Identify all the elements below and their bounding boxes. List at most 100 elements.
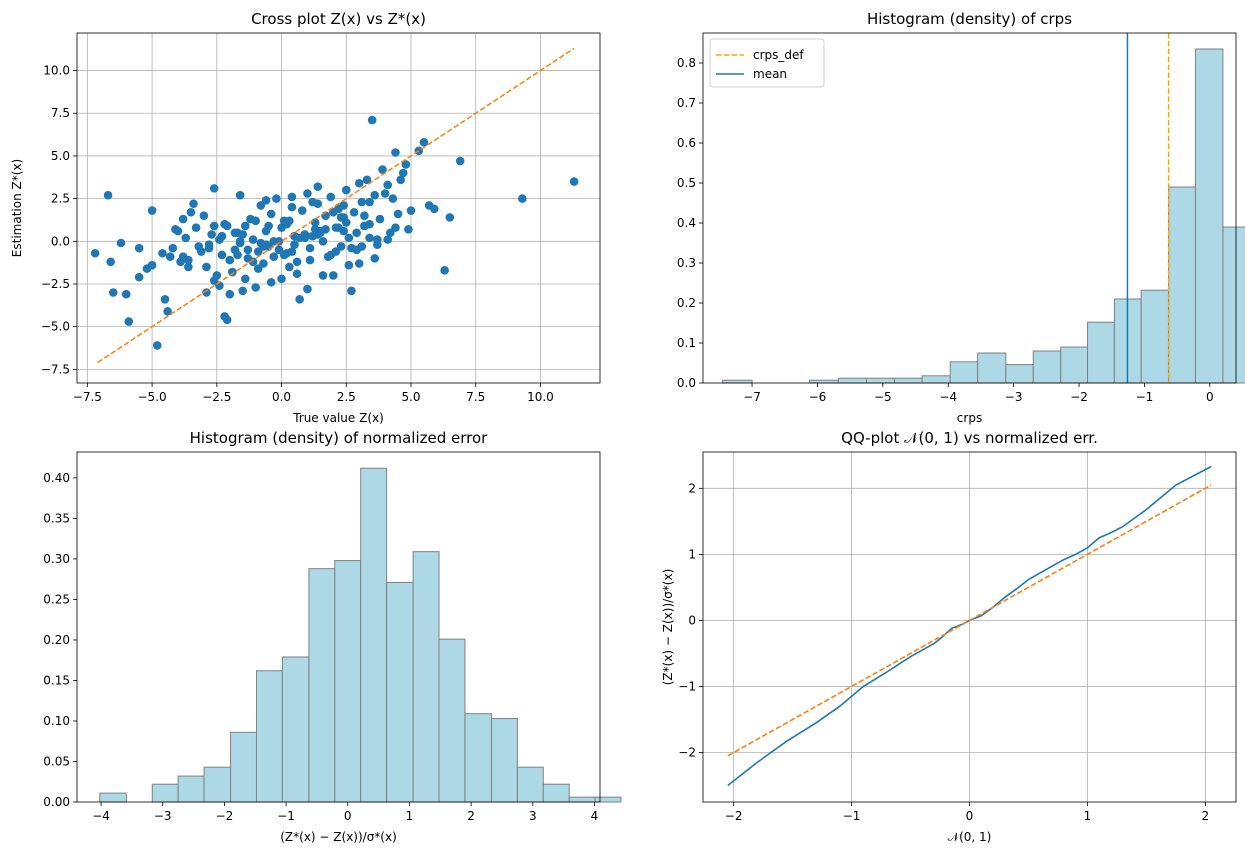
histogram-bar: [282, 657, 309, 802]
scatter-point: [358, 198, 367, 207]
y-tick-label: 2: [688, 481, 696, 495]
scatter-point: [319, 271, 328, 280]
x-tick-label: 2: [467, 809, 475, 823]
scatter-point: [171, 225, 180, 234]
scatter-point: [259, 242, 268, 251]
scatter-point: [238, 287, 247, 296]
scatter-point: [241, 222, 250, 231]
scatter-point: [355, 259, 364, 268]
histogram-bar: [1195, 49, 1222, 383]
x-tick-label: 0.0: [272, 390, 291, 404]
scatter-point: [376, 215, 385, 224]
histogram-bar: [413, 552, 439, 802]
scatter-point: [148, 206, 157, 215]
scatter-point: [236, 191, 245, 200]
histogram-bar: [361, 468, 387, 802]
scatter-point: [251, 283, 260, 292]
histogram-bar: [465, 714, 492, 802]
x-tick-label: −4: [939, 390, 957, 404]
histogram-bar: [1033, 351, 1060, 383]
histogram-bar: [387, 582, 414, 802]
y-tick-label: 0.25: [43, 592, 70, 606]
y-tick-label: 0.35: [43, 511, 70, 525]
y-tick-label: 0.8: [677, 56, 696, 70]
scatter-point: [306, 244, 315, 253]
scatter-point: [241, 275, 250, 284]
chart-title: QQ-plot 𝒩(0, 1) vs normalized err.: [841, 429, 1098, 447]
scatter-point: [313, 199, 322, 208]
x-tick-label: −7.5: [73, 390, 102, 404]
y-tick-label: 0.5: [677, 176, 696, 190]
scatter-point: [91, 249, 100, 258]
y-tick-label: 0.05: [43, 754, 70, 768]
histogram-bar: [256, 671, 282, 802]
scatter-point: [365, 198, 374, 207]
scatter-point: [303, 189, 312, 198]
scatter-point: [298, 206, 307, 215]
x-axis-label: 𝒩(0, 1): [948, 830, 992, 844]
y-tick-label: −7.5: [41, 362, 70, 376]
y-tick-label: 5.0: [51, 149, 70, 163]
scatter-point: [373, 235, 382, 244]
scatter-point: [189, 199, 198, 208]
x-tick-label: −1: [843, 809, 861, 823]
scatter-point: [370, 191, 379, 200]
scatter-point: [399, 169, 408, 178]
scatter-point: [166, 252, 175, 261]
y-tick-label: 0.0: [51, 234, 70, 248]
x-tick-label: 0: [966, 809, 974, 823]
cross-plot-axes: −7.5 −5.0 −2.5 0.0 2.5 5.0 7.5 10.0 −7.5 −5.0 −2.5…: [10, 10, 600, 425]
scatter-point: [295, 295, 304, 304]
x-tick-label: 7.5: [466, 390, 485, 404]
scatter-point: [391, 223, 400, 232]
histogram-bar: [1088, 322, 1115, 383]
y-tick-label: 2.5: [51, 192, 70, 206]
histogram-bar: [204, 767, 231, 802]
chart-title: Cross plot Z(x) vs Z*(x): [251, 10, 426, 28]
y-tick-label: −2: [678, 745, 696, 759]
scatter-point: [389, 194, 398, 203]
scatter-point: [153, 341, 162, 350]
scatter-point: [303, 285, 312, 294]
scatter-point: [446, 213, 455, 222]
histogram-bar: [978, 353, 1006, 383]
scatter-point: [135, 244, 144, 253]
x-tick-label: 4: [591, 809, 599, 823]
scatter-point: [355, 179, 364, 188]
scatter-point: [440, 266, 449, 275]
x-tick-label: −5.0: [138, 390, 167, 404]
scatter-point: [179, 215, 188, 224]
scatter-point: [246, 215, 255, 224]
x-tick-label: −1: [1136, 390, 1154, 404]
scatter-point: [184, 256, 193, 265]
chart-title: Histogram (density) of normalized error: [190, 429, 489, 447]
scatter-point: [326, 251, 335, 260]
y-tick-label: 0.00: [43, 795, 70, 809]
histogram-bar: [491, 719, 517, 802]
x-tick-label: 1: [1084, 809, 1092, 823]
scatter-point: [358, 242, 367, 251]
scatter-point: [161, 295, 170, 304]
scatter-point: [275, 246, 284, 255]
x-tick-label: −6: [809, 390, 827, 404]
scatter-point: [202, 263, 211, 272]
y-tick-label: 0.40: [43, 471, 70, 485]
scatter-point: [383, 235, 392, 244]
scatter-point: [288, 247, 297, 256]
scatter-points: [91, 116, 579, 350]
scatter-point: [218, 251, 227, 260]
scatter-point: [192, 223, 201, 232]
y-tick-label: 0: [688, 613, 696, 627]
scatter-point: [197, 247, 206, 256]
scatter-point: [288, 193, 297, 202]
chart-title: Histogram (density) of crps: [867, 10, 1072, 28]
histogram-bar: [1169, 187, 1196, 383]
y-tick-label: 10.0: [43, 64, 70, 78]
scatter-point: [244, 246, 253, 255]
scatter-point: [264, 222, 273, 231]
scatter-point: [254, 264, 263, 273]
y-axis-label: Estimation Z*(x): [10, 159, 24, 257]
x-tick-label: 2.5: [337, 390, 356, 404]
scatter-point: [394, 210, 403, 219]
scatter-point: [158, 249, 167, 258]
